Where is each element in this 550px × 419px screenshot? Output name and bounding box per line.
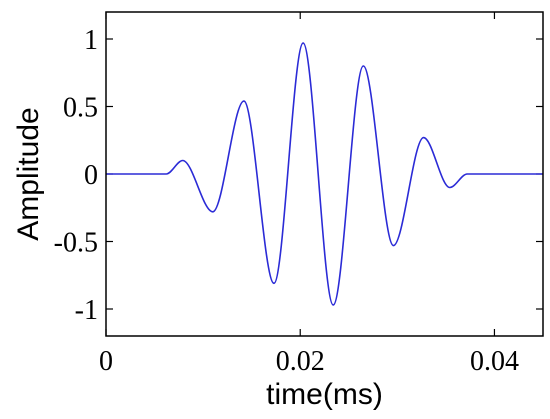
series-line <box>106 42 543 306</box>
y-axis-ticks: 1 0.5 0 -0.5 -1 <box>54 25 543 326</box>
y-tick-label: 0 <box>84 160 98 191</box>
axes-box <box>105 11 544 337</box>
y-tick-label: -1 <box>75 295 98 326</box>
y-tick-label: -0.5 <box>54 228 98 259</box>
y-axis-label: Amplitude <box>12 107 45 240</box>
x-axis-label: time(ms) <box>266 378 383 411</box>
y-tick-label: 0.5 <box>63 93 98 124</box>
x-tick-label: 0.02 <box>276 346 325 377</box>
x-tick-label: 0 <box>99 346 113 377</box>
y-tick-label: 1 <box>84 25 98 56</box>
x-axis-ticks: 0 0.02 0.04 <box>99 12 519 377</box>
x-tick-label: 0.04 <box>470 346 519 377</box>
